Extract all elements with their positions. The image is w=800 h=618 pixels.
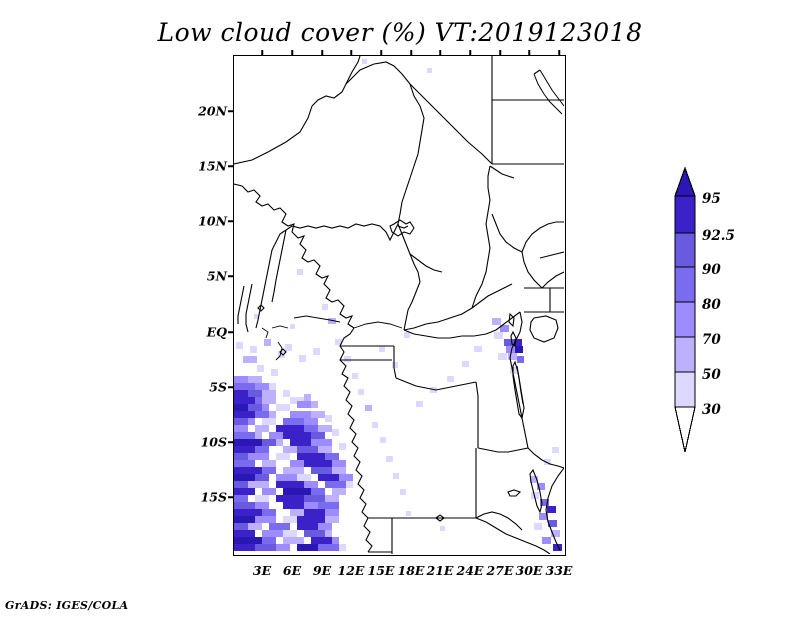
colorbar-label-50: 50 <box>702 367 721 383</box>
x-tick-label-30e: 30E <box>515 563 543 578</box>
x-tickmark <box>291 50 293 55</box>
y-tick-label-eq: EQ <box>206 324 227 340</box>
x-tick-label-6e: 6E <box>282 563 302 578</box>
x-tickmark <box>499 50 501 55</box>
x-tickmark <box>558 50 560 55</box>
x-tickmark <box>350 50 352 55</box>
cloud-cover-field <box>234 59 562 551</box>
map-plot-area: 20N 15N 10N 5N EQ 5S 10S 15S 3E 6E 9E 12… <box>198 50 572 578</box>
x-tickmark <box>469 50 471 55</box>
x-tickmark <box>261 50 263 55</box>
y-tickmark <box>228 275 233 277</box>
colorbar-band-80-90 <box>674 266 696 303</box>
colorbar-label-80: 80 <box>702 297 721 313</box>
colorbar-band-below-30 <box>674 406 696 453</box>
y-tick-label-5s: 5S <box>209 379 227 395</box>
colorbar-swatches <box>674 166 696 453</box>
y-tickmark <box>228 386 233 388</box>
y-tick-label-10s: 10S <box>200 434 227 450</box>
colorbar-band-90-92_5 <box>674 232 696 268</box>
x-tick-label-3e: 3E <box>252 563 272 578</box>
y-tickmark <box>228 110 233 112</box>
y-tickmark <box>228 441 233 443</box>
map-frame <box>233 55 566 556</box>
colorbar-label-92-5: 92.5 <box>702 228 735 244</box>
x-tick-label-27e: 27E <box>486 563 514 578</box>
colorbar-band-70-80 <box>674 301 696 338</box>
y-tick-label-20n: 20N <box>198 103 227 119</box>
y-tickmark <box>228 165 233 167</box>
map-coastlines-borders <box>234 56 564 554</box>
colorbar-label-70: 70 <box>702 332 721 348</box>
grads-credit: GrADS: IGES/COLA <box>5 599 129 612</box>
colorbar-band-92_5-95 <box>674 195 696 234</box>
colorbar-band-50-70 <box>674 336 696 373</box>
y-tick-label-5n: 5N <box>206 268 227 284</box>
x-tick-label-15e: 15E <box>367 563 395 578</box>
x-tick-label-33e: 33E <box>545 563 573 578</box>
y-tick-label-10n: 10N <box>198 213 227 229</box>
x-tickmark <box>321 50 323 55</box>
x-tickmark <box>380 50 382 55</box>
x-tick-label-21e: 21E <box>426 563 454 578</box>
y-tick-label-15s: 15S <box>200 489 227 505</box>
y-tickmark <box>228 331 233 333</box>
colorbar-label-30: 30 <box>702 402 721 418</box>
x-tick-label-24e: 24E <box>456 563 484 578</box>
y-tickmark <box>228 496 233 498</box>
colorbar-band-30-50 <box>674 371 696 408</box>
colorbar-band-above-95 <box>674 166 696 197</box>
x-tickmark <box>528 50 530 55</box>
page-title: Low cloud cover (%) VT:2019123018 <box>157 18 643 47</box>
x-tick-label-9e: 9E <box>312 563 332 578</box>
colorbar-label-90: 90 <box>702 262 721 278</box>
colorbar-label-95: 95 <box>702 191 721 207</box>
x-tick-label-18e: 18E <box>397 563 425 578</box>
map-canvas <box>234 56 564 554</box>
x-tickmark <box>410 50 412 55</box>
x-tickmark <box>439 50 441 55</box>
x-tick-label-12e: 12E <box>337 563 365 578</box>
y-tickmark <box>228 220 233 222</box>
y-tick-label-15n: 15N <box>198 158 227 174</box>
colorbar: 95 92.5 90 80 70 50 30 <box>672 165 800 455</box>
